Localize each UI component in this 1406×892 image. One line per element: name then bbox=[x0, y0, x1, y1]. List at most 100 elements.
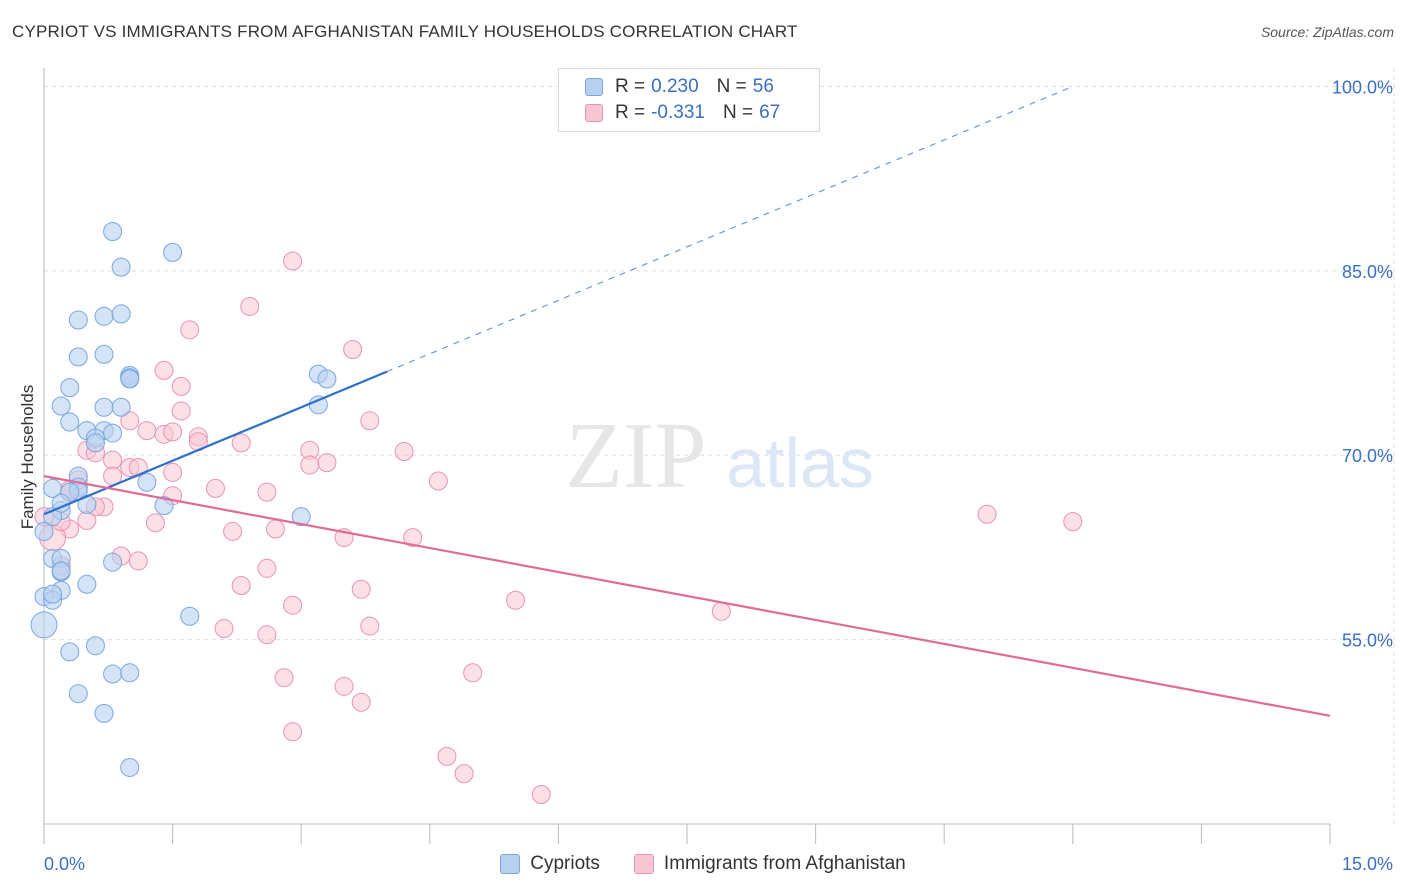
x-tick-label: 0.0% bbox=[44, 854, 85, 874]
n-label: N = bbox=[722, 102, 754, 123]
afghanistan-point bbox=[240, 296, 260, 316]
cypriot-points bbox=[30, 221, 337, 777]
cypriot-point bbox=[94, 306, 114, 326]
afghanistan-point bbox=[463, 663, 483, 683]
watermark: ZIP atlas bbox=[566, 404, 874, 508]
afghanistan-point bbox=[351, 579, 371, 599]
cypriot-point bbox=[103, 664, 123, 684]
afghanistan-point bbox=[334, 676, 354, 696]
afghanistan-point bbox=[171, 376, 191, 396]
afghanistan-swatch bbox=[585, 104, 603, 122]
cypriot-point bbox=[43, 584, 63, 604]
afghanistan-point bbox=[257, 558, 277, 578]
cypriot-trend-line bbox=[43, 370, 388, 516]
afghanistan-point bbox=[128, 551, 148, 571]
tick-labels: 55.0% 70.0% 85.0% 100.0% 0.0% 15.0% bbox=[44, 77, 1393, 874]
cypriot-point bbox=[120, 369, 140, 389]
y-tick-label: 100.0% bbox=[1332, 77, 1393, 97]
afghanistan-point bbox=[428, 471, 448, 491]
cypriot-point bbox=[111, 304, 131, 324]
cypriot-point bbox=[120, 757, 140, 777]
cypriot-point bbox=[60, 642, 80, 662]
cypriot-point bbox=[60, 412, 80, 432]
cypriot-point bbox=[77, 574, 97, 594]
watermark-atlas: atlas bbox=[726, 424, 874, 502]
afghanistan-point bbox=[163, 462, 183, 482]
afghanistan-point bbox=[360, 616, 380, 636]
afghanistan-point bbox=[977, 504, 997, 524]
cypriot-point bbox=[163, 242, 183, 262]
axes bbox=[43, 68, 1331, 844]
afghanistan-point bbox=[343, 340, 363, 360]
afghanistan-point bbox=[265, 519, 285, 539]
afghanistan-point bbox=[300, 455, 320, 475]
cypriot-point bbox=[51, 561, 71, 581]
afghanistan-point bbox=[120, 411, 140, 431]
r-label: R = bbox=[615, 102, 646, 123]
legend-label: Immigrants from Afghanistan bbox=[663, 853, 906, 874]
legend-item-afghanistan[interactable]: Immigrants from Afghanistan bbox=[633, 853, 906, 875]
cypriot-point bbox=[68, 347, 88, 367]
afghanistan-point bbox=[283, 722, 303, 742]
afghanistan-point bbox=[360, 411, 380, 431]
cypriot-point bbox=[103, 221, 123, 241]
legend-row-cypriots: R = 0.230 N = 56 bbox=[585, 75, 774, 99]
afghanistan-point bbox=[437, 746, 457, 766]
afghanistan-point bbox=[531, 784, 551, 804]
series-legend: Cypriots Immigrants from Afghanistan bbox=[0, 850, 1406, 878]
afghanistan-point bbox=[283, 595, 303, 615]
cypriots-swatch bbox=[500, 854, 521, 874]
afghanistan-point bbox=[274, 668, 294, 688]
afghanistan-point bbox=[214, 619, 234, 639]
cypriot-point bbox=[120, 663, 140, 683]
afghanistan-point bbox=[154, 360, 174, 380]
x-tick-label: 15.0% bbox=[1342, 854, 1393, 874]
n-value: 56 bbox=[752, 76, 774, 97]
afghanistan-point bbox=[223, 521, 243, 541]
cypriot-point bbox=[291, 507, 311, 527]
afghanistan-point bbox=[283, 251, 303, 271]
afghanistan-point bbox=[137, 421, 157, 441]
cypriot-point bbox=[111, 397, 131, 417]
cypriot-point bbox=[317, 369, 337, 389]
cypriot-point bbox=[111, 257, 131, 277]
afghanistan-point bbox=[1063, 512, 1083, 532]
afghanistan-point bbox=[231, 433, 251, 453]
cypriot-point bbox=[137, 472, 157, 492]
r-value: 0.230 bbox=[651, 76, 699, 97]
cypriot-point bbox=[103, 423, 123, 443]
afghanistan-point bbox=[257, 625, 277, 645]
afghanistan-point bbox=[231, 576, 251, 596]
cypriots-swatch bbox=[585, 78, 603, 96]
cypriot-point bbox=[51, 396, 71, 416]
source-label: Source: ZipAtlas.com bbox=[1260, 24, 1394, 40]
afghanistan-point bbox=[711, 601, 731, 621]
correlation-legend: R = 0.230 N = 56 R = -0.331 N = 67 bbox=[558, 68, 820, 132]
watermark-zip: ZIP bbox=[566, 404, 707, 508]
cypriot-point bbox=[30, 611, 58, 639]
legend-label: Cypriots bbox=[530, 853, 600, 874]
afghanistan-swatch bbox=[633, 854, 654, 874]
cypriot-point bbox=[94, 344, 114, 364]
cypriot-point bbox=[60, 378, 80, 398]
afghanistan-point bbox=[403, 528, 423, 548]
y-tick-label: 85.0% bbox=[1342, 262, 1393, 282]
cypriot-point bbox=[85, 433, 105, 453]
cypriot-point bbox=[154, 496, 174, 516]
y-tick-label: 55.0% bbox=[1342, 631, 1393, 651]
cypriot-point bbox=[180, 606, 200, 626]
afghanistan-point bbox=[180, 320, 200, 340]
r-value: -0.331 bbox=[651, 102, 705, 123]
cypriot-trend-extension bbox=[386, 85, 1074, 373]
afghanistan-trend-line bbox=[43, 475, 1331, 717]
y-tick-label: 70.0% bbox=[1342, 446, 1393, 466]
afghanistan-point bbox=[145, 513, 165, 533]
afghanistan-point bbox=[394, 442, 414, 462]
chart-title: CYPRIOT VS IMMIGRANTS FROM AFGHANISTAN F… bbox=[12, 22, 798, 41]
legend-item-cypriots[interactable]: Cypriots bbox=[500, 853, 600, 875]
afghanistan-point bbox=[317, 453, 337, 473]
afghanistan-point bbox=[205, 478, 225, 498]
afghanistan-point bbox=[171, 401, 191, 421]
cypriot-point bbox=[68, 310, 88, 330]
